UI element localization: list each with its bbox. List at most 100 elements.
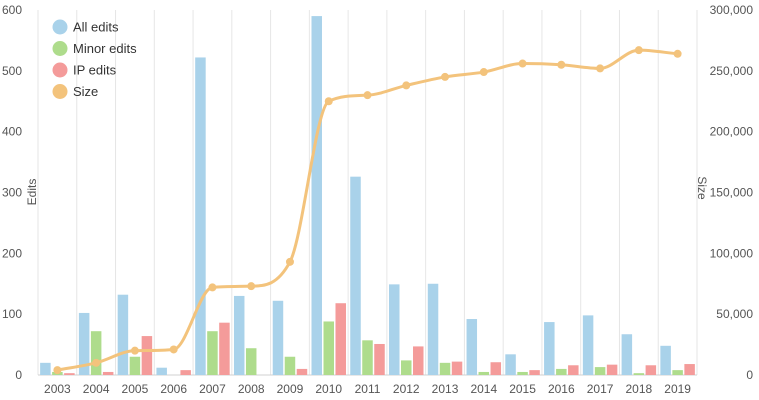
axis-layer: 0 100 200 300 400 500 600 0 50,000 100,000 150,000… — [2, 3, 753, 396]
size-point-2004[interactable] — [92, 358, 101, 367]
bar-minor-edits-2008[interactable] — [245, 348, 257, 375]
bar-ip-edits-2005[interactable] — [141, 336, 153, 375]
bar-all-edits-2018[interactable] — [621, 334, 633, 375]
bar-all-edits-2015[interactable] — [505, 354, 516, 375]
bar-ip-edits-2018[interactable] — [645, 365, 657, 375]
right-y-tick-label: 250,000 — [710, 64, 754, 78]
bar-all-edits-2007[interactable] — [195, 57, 206, 375]
right-y-tick-label: 200,000 — [710, 125, 754, 139]
bar-all-edits-2016[interactable] — [544, 322, 555, 375]
right-y-tick-label: 50,000 — [716, 307, 753, 321]
bar-all-edits-2013[interactable] — [427, 283, 439, 375]
right-axis-title: Size — [695, 176, 709, 200]
size-point-2018[interactable] — [634, 46, 643, 55]
bar-ip-edits-2019[interactable] — [684, 364, 695, 375]
legend-label-ip-edits: IP edits — [73, 63, 117, 78]
bar-minor-edits-2016[interactable] — [556, 368, 567, 375]
size-point-2010[interactable] — [324, 97, 333, 106]
bar-minor-edits-2007[interactable] — [207, 331, 218, 375]
size-point-2019[interactable] — [673, 49, 682, 58]
left-y-tick-label: 100 — [2, 307, 22, 321]
size-line[interactable] — [55, 48, 680, 372]
legend[interactable]: All edits Minor edits IP edits Size — [52, 19, 138, 100]
bar-minor-edits-2018[interactable] — [633, 373, 645, 375]
right-y-tick-label: 300,000 — [710, 3, 754, 17]
x-tick-label-2008: 2008 — [238, 382, 265, 396]
bar-ip-edits-2007[interactable] — [219, 322, 230, 375]
bar-all-edits-2011[interactable] — [350, 176, 361, 375]
bar-ip-edits-2015[interactable] — [529, 370, 540, 375]
legend-item-minor-edits[interactable]: Minor edits — [52, 41, 138, 56]
legend-item-all-edits[interactable]: All edits — [52, 19, 120, 35]
right-y-tick-label: 0 — [746, 368, 753, 382]
legend-swatch-minor-edits — [52, 41, 68, 56]
size-point-2005[interactable] — [130, 346, 139, 355]
bar-ip-edits-2012[interactable] — [413, 346, 424, 375]
bar-all-edits-2010[interactable] — [311, 16, 322, 376]
bar-all-edits-2006[interactable] — [156, 367, 167, 375]
bar-all-edits-2014[interactable] — [466, 319, 478, 375]
bar-all-edits-2012[interactable] — [389, 284, 400, 375]
bars-layer — [40, 16, 695, 376]
x-tick-label-2013: 2013 — [432, 382, 459, 396]
bar-minor-edits-2014[interactable] — [478, 371, 490, 375]
bar-minor-edits-2017[interactable] — [594, 367, 606, 375]
size-point-2017[interactable] — [596, 64, 605, 73]
right-y-tick-label: 150,000 — [710, 186, 754, 200]
size-point-2011[interactable] — [363, 91, 372, 100]
bar-ip-edits-2013[interactable] — [451, 361, 463, 375]
left-y-tick-label: 500 — [2, 64, 22, 78]
bar-all-edits-2003[interactable] — [40, 362, 51, 375]
size-point-2008[interactable] — [247, 282, 256, 291]
bar-minor-edits-2015[interactable] — [517, 371, 528, 375]
size-point-2003[interactable] — [53, 366, 62, 375]
size-point-2016[interactable] — [557, 60, 566, 69]
legend-item-size[interactable]: Size — [52, 84, 99, 99]
legend-label-size: Size — [73, 84, 98, 99]
left-axis-title: Edits — [25, 179, 39, 206]
size-point-2014[interactable] — [479, 68, 488, 77]
legend-label-minor-edits: Minor edits — [73, 41, 137, 56]
bar-ip-edits-2006[interactable] — [180, 370, 191, 375]
bar-minor-edits-2011[interactable] — [362, 340, 373, 375]
size-point-2009[interactable] — [285, 257, 294, 266]
x-tick-label-2006: 2006 — [160, 382, 187, 396]
x-tick-label-2016: 2016 — [548, 382, 575, 396]
legend-swatch-size — [52, 84, 68, 99]
bar-minor-edits-2012[interactable] — [401, 360, 412, 375]
bar-minor-edits-2004[interactable] — [90, 331, 102, 375]
size-point-2012[interactable] — [402, 81, 411, 90]
bar-all-edits-2009[interactable] — [272, 300, 284, 375]
bar-all-edits-2008[interactable] — [233, 295, 245, 375]
bar-all-edits-2019[interactable] — [660, 345, 671, 375]
size-point-2006[interactable] — [169, 345, 178, 354]
right-y-tick-label: 100,000 — [710, 246, 754, 260]
bar-ip-edits-2009[interactable] — [296, 368, 308, 375]
bar-all-edits-2004[interactable] — [78, 312, 90, 375]
bar-minor-edits-2009[interactable] — [284, 356, 296, 375]
legend-swatch-ip-edits — [52, 62, 68, 78]
x-tick-label-2012: 2012 — [393, 382, 420, 396]
bar-ip-edits-2003[interactable] — [64, 373, 75, 375]
bar-ip-edits-2004[interactable] — [102, 371, 114, 375]
size-point-2013[interactable] — [441, 72, 450, 81]
x-tick-label-2011: 2011 — [355, 382, 381, 396]
bar-ip-edits-2014[interactable] — [490, 362, 502, 375]
x-tick-label-2004: 2004 — [83, 382, 110, 396]
bar-minor-edits-2005[interactable] — [129, 356, 141, 375]
bar-ip-edits-2017[interactable] — [606, 364, 618, 375]
bar-ip-edits-2016[interactable] — [568, 365, 579, 375]
size-point-2015[interactable] — [518, 59, 527, 68]
bar-all-edits-2005[interactable] — [117, 294, 129, 375]
bar-all-edits-2017[interactable] — [582, 315, 594, 375]
size-point-2007[interactable] — [208, 283, 217, 292]
bar-minor-edits-2019[interactable] — [672, 370, 683, 375]
bar-ip-edits-2010[interactable] — [335, 303, 346, 375]
bar-minor-edits-2013[interactable] — [439, 362, 451, 375]
left-y-tick-label: 300 — [2, 186, 22, 200]
bar-ip-edits-2011[interactable] — [374, 343, 385, 375]
legend-item-ip-edits[interactable]: IP edits — [52, 62, 117, 78]
bar-minor-edits-2010[interactable] — [323, 321, 334, 375]
